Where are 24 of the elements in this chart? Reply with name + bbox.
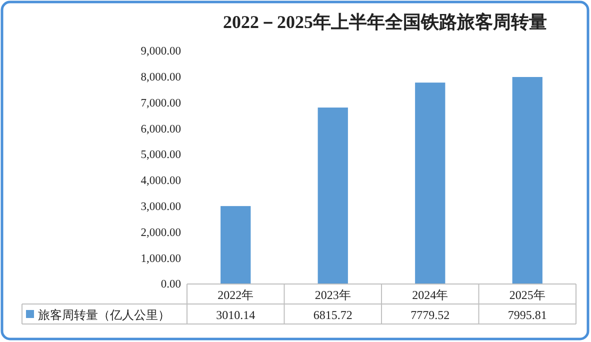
x-tick-label: 2022年 <box>218 288 254 302</box>
chart-title: 2022－2025年上半年全国铁路旅客周转量 <box>223 12 547 32</box>
bar <box>220 206 251 284</box>
y-tick-label: 8,000.00 <box>140 72 182 84</box>
bar <box>318 108 348 284</box>
x-tick-label: 2025年 <box>509 288 546 302</box>
legend-label: 旅客周转量（亿人公里） <box>38 308 170 322</box>
y-tick-label: 3,000.00 <box>140 201 182 214</box>
y-tick-label: 9,000.00 <box>140 46 182 58</box>
data-label: 7779.52 <box>410 308 450 322</box>
y-tick-label: 7,000.00 <box>140 97 182 110</box>
y-tick-label: 0.00 <box>160 278 182 291</box>
y-tick-label: 5,000.00 <box>140 149 182 162</box>
y-tick-label: 2,000.00 <box>140 226 182 239</box>
y-tick-label: 4,000.00 <box>140 175 182 188</box>
bar <box>415 82 446 284</box>
data-label: 6815.72 <box>313 308 352 322</box>
y-tick-label: 1,000.00 <box>140 252 182 265</box>
x-tick-label: 2024年 <box>412 288 448 302</box>
y-tick-label: 6,000.00 <box>140 123 182 136</box>
x-tick-label: 2023年 <box>314 288 351 302</box>
bar <box>512 76 542 284</box>
data-label: 3010.14 <box>216 308 256 322</box>
data-label: 7995.81 <box>508 308 547 322</box>
